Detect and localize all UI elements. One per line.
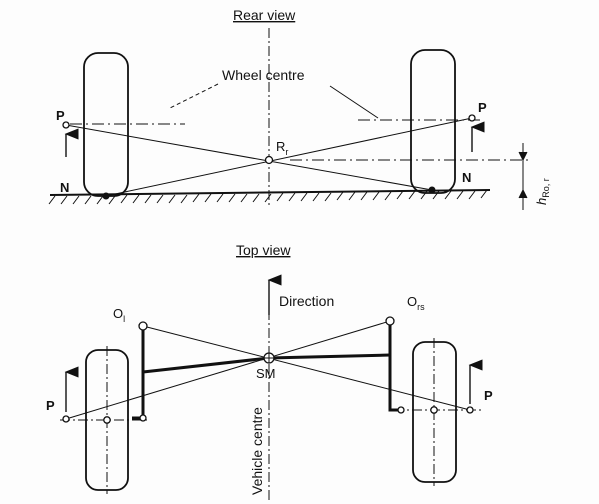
top-linkage-line-b bbox=[66, 321, 390, 419]
left-top-force-label: P bbox=[46, 398, 55, 413]
left-top-force-point bbox=[63, 416, 69, 422]
right-wheel-centre-point bbox=[431, 407, 437, 413]
left-pivot-label: Ol bbox=[113, 306, 125, 324]
roll-centre-point bbox=[266, 157, 273, 164]
right-top-force-label: P bbox=[484, 388, 493, 403]
rear-linkage-line-a bbox=[66, 125, 432, 190]
right-force-point bbox=[469, 115, 475, 121]
roll-centre-label: Rr bbox=[276, 139, 288, 157]
right-pivot-point bbox=[386, 317, 394, 325]
rear-view: Rear view Wheel centre N N P bbox=[49, 7, 551, 210]
left-crossbar bbox=[143, 358, 269, 372]
top-view-title: Top view bbox=[236, 242, 291, 258]
right-crossbar bbox=[269, 355, 390, 358]
height-arrow-top bbox=[519, 152, 527, 160]
top-view: Top view Direction Vehicle centre Ol Ors bbox=[46, 242, 493, 500]
right-contact-point bbox=[429, 187, 436, 194]
rear-linkage-line-b bbox=[106, 118, 472, 196]
right-force-label: P bbox=[478, 100, 487, 115]
wheel-centre-label: Wheel centre bbox=[222, 67, 305, 83]
left-force-label: P bbox=[56, 108, 65, 123]
height-arrow-bottom bbox=[519, 190, 527, 198]
left-arm-end bbox=[140, 415, 146, 421]
right-arm-end bbox=[398, 407, 404, 413]
left-contact-label: N bbox=[60, 180, 69, 195]
right-arm bbox=[390, 321, 401, 410]
wheel-centre-leader-left bbox=[170, 84, 218, 108]
wheel-centre-leader-right bbox=[330, 86, 378, 118]
centre-point-label: SM bbox=[256, 366, 276, 381]
left-wheel-centre-point bbox=[104, 417, 110, 423]
direction-label: Direction bbox=[279, 293, 334, 309]
left-pivot-point bbox=[139, 322, 147, 330]
vehicle-centre-label: Vehicle centre bbox=[249, 407, 265, 495]
rear-view-title: Rear view bbox=[233, 7, 296, 23]
left-contact-point bbox=[103, 193, 110, 200]
right-pivot-label: Ors bbox=[407, 294, 425, 312]
right-tire-rear bbox=[411, 50, 455, 193]
right-top-force-point bbox=[467, 407, 473, 413]
height-label: hRo, r bbox=[534, 178, 551, 205]
right-contact-label: N bbox=[462, 170, 471, 185]
left-arm bbox=[132, 326, 143, 418]
